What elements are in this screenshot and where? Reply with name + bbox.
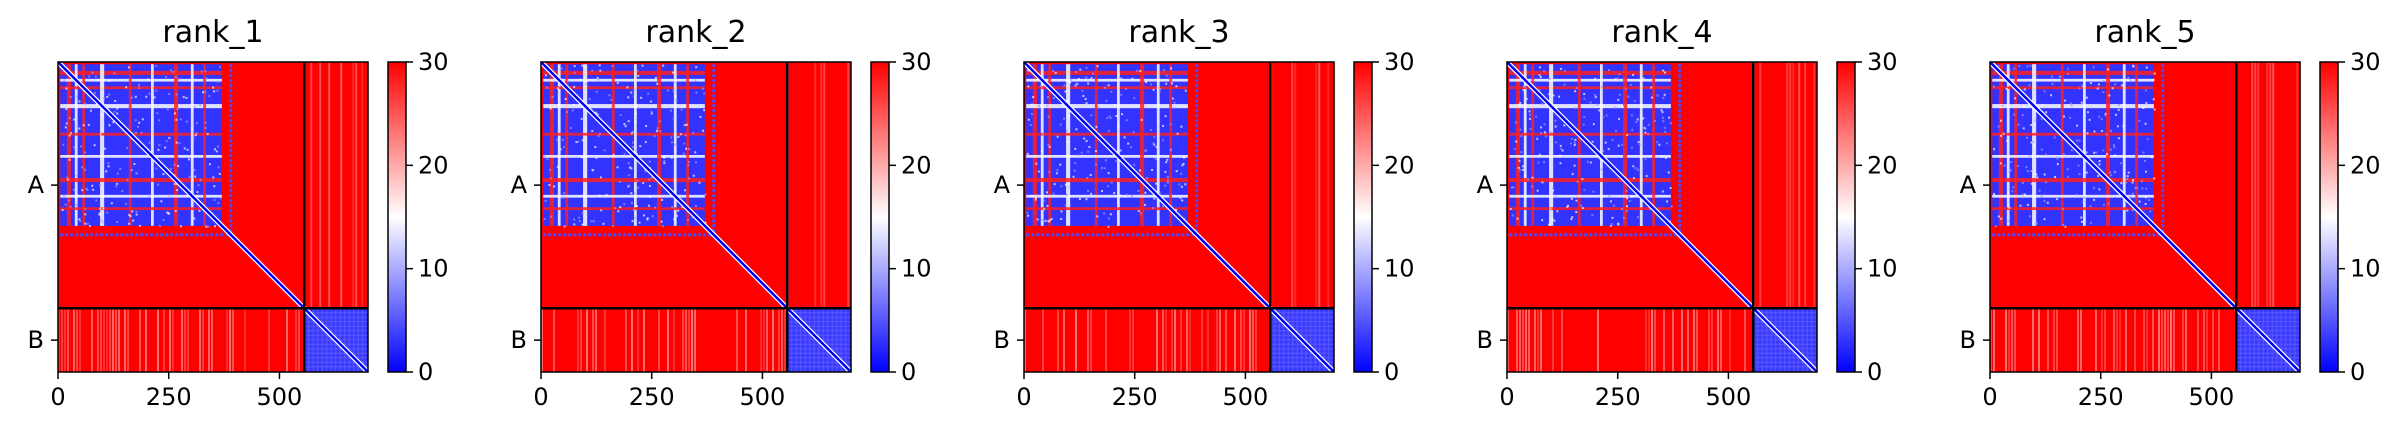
colorbar-tick-label: 30 [1384, 48, 1415, 76]
heatmap-frame [57, 61, 369, 373]
diagonal [1506, 61, 1818, 373]
y-chain-label: A [1960, 171, 1977, 199]
heatmap-frame [1989, 61, 2301, 373]
colorbar-tick-label: 10 [1384, 255, 1415, 283]
x-tick-label: 500 [257, 383, 303, 411]
heatmap-panel-1: rank_1 0 250 500 A B 0 10 20 30 [28, 15, 449, 411]
colorbar-tick-label: 30 [418, 48, 449, 76]
panel-title: rank_2 [645, 15, 746, 50]
colorbar-tick-label: 10 [901, 255, 932, 283]
x-tick-label: 250 [1112, 383, 1158, 411]
x-tick-label: 500 [2189, 383, 2235, 411]
x-tick-label: 250 [146, 383, 192, 411]
y-chain-label: A [994, 171, 1011, 199]
x-tick-label: 500 [740, 383, 786, 411]
y-chain-label: B [28, 326, 44, 354]
y-chain-label: A [28, 171, 45, 199]
x-tick-label: 250 [629, 383, 675, 411]
x-tick-label: 0 [50, 383, 65, 411]
x-tick-label: 250 [1595, 383, 1641, 411]
colorbar-tick-label: 20 [901, 151, 932, 179]
colorbar [1353, 61, 1373, 373]
colorbar [387, 61, 407, 373]
colorbar-tick-label: 0 [1867, 358, 1882, 386]
colorbar-tick-label: 30 [901, 48, 932, 76]
colorbar-tick-label: 10 [2350, 255, 2381, 283]
x-tick-label: 0 [533, 383, 548, 411]
panel-title: rank_4 [1611, 15, 1712, 50]
colorbar-tick-label: 0 [901, 358, 916, 386]
heatmap-panel-3: rank_3 0 250 500 A B 0 10 20 30 [994, 15, 1415, 411]
diagonal [1023, 61, 1335, 373]
x-tick-label: 500 [1706, 383, 1752, 411]
colorbar-tick-label: 0 [1384, 358, 1399, 386]
y-chain-label: A [1477, 171, 1494, 199]
colorbar [870, 61, 890, 373]
x-tick-label: 0 [1016, 383, 1031, 411]
colorbar [2319, 61, 2339, 373]
diagonal [1989, 61, 2301, 373]
x-tick-label: 0 [1982, 383, 1997, 411]
diagonal [540, 61, 852, 373]
colorbar-tick-label: 10 [418, 255, 449, 283]
y-chain-label: B [1477, 326, 1493, 354]
heatmap-panel-4: rank_4 0 250 500 A B 0 10 20 30 [1477, 15, 1898, 411]
y-chain-label: B [511, 326, 527, 354]
colorbar-tick-label: 0 [2350, 358, 2365, 386]
colorbar-tick-label: 10 [1867, 255, 1898, 283]
colorbar-tick-label: 20 [1867, 151, 1898, 179]
panel-title: rank_3 [1128, 15, 1229, 50]
y-chain-label: A [511, 171, 528, 199]
x-tick-label: 250 [2078, 383, 2124, 411]
heatmap-panel-2: rank_2 0 250 500 A B 0 10 20 30 [511, 15, 932, 411]
heatmap-panel-5: rank_5 0 250 500 A B 0 10 20 30 [1960, 15, 2381, 411]
colorbar-tick-label: 20 [418, 151, 449, 179]
y-chain-label: B [1960, 326, 1976, 354]
colorbar-tick-label: 0 [418, 358, 433, 386]
colorbar-tick-label: 30 [1867, 48, 1898, 76]
heatmap-frame [1506, 61, 1818, 373]
x-tick-label: 500 [1223, 383, 1269, 411]
panel-title: rank_1 [162, 15, 263, 50]
y-chain-label: B [994, 326, 1010, 354]
colorbar [1836, 61, 1856, 373]
colorbar-tick-label: 20 [2350, 151, 2381, 179]
colorbar-tick-label: 30 [2350, 48, 2381, 76]
inter-chain-texture [58, 62, 370, 372]
panel-title: rank_5 [2094, 15, 2195, 50]
colorbar-tick-label: 20 [1384, 151, 1415, 179]
heatmap-frame [1023, 61, 1335, 373]
x-tick-label: 0 [1499, 383, 1514, 411]
heatmap-frame [540, 61, 852, 373]
inter-chain-texture [1507, 62, 1816, 372]
diagonal [57, 61, 369, 373]
